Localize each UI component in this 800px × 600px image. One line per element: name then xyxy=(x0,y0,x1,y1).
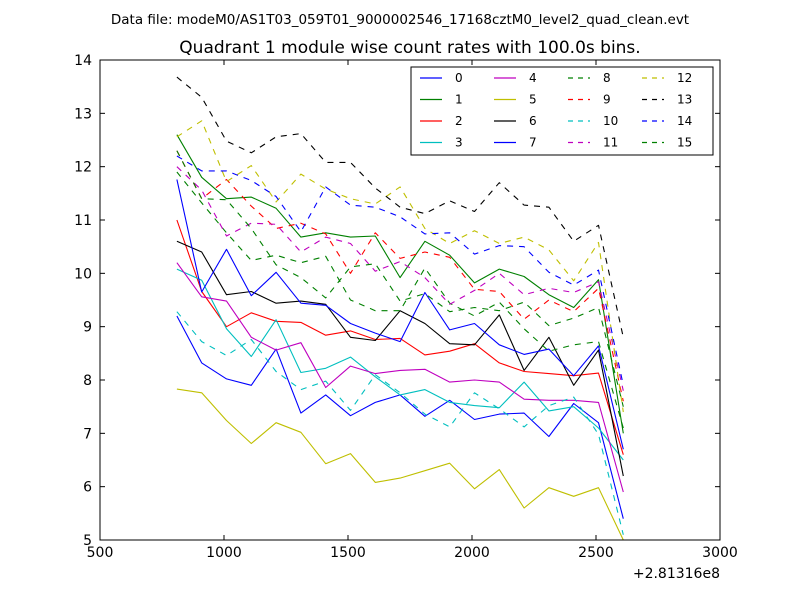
legend-label-6: 6 xyxy=(529,114,537,128)
legend-label-8: 8 xyxy=(603,71,611,85)
series-line-14 xyxy=(176,155,624,386)
series-line-1 xyxy=(176,134,624,434)
x-tick-label: 3000 xyxy=(702,545,738,561)
legend-label-0: 0 xyxy=(455,71,463,85)
y-tick-label: 5 xyxy=(83,533,92,549)
series-line-5 xyxy=(176,388,624,541)
legend-label-12: 12 xyxy=(677,71,692,85)
legend-label-11: 11 xyxy=(603,136,618,150)
y-tick-label: 14 xyxy=(74,53,92,69)
legend-label-5: 5 xyxy=(529,93,537,107)
series-line-15 xyxy=(176,150,624,407)
x-tick-label: 500 xyxy=(87,545,114,561)
y-tick-label: 6 xyxy=(83,480,92,496)
legend-label-10: 10 xyxy=(603,114,618,128)
series-line-10 xyxy=(176,311,624,535)
series-line-13 xyxy=(176,76,624,338)
series-line-0 xyxy=(176,315,624,519)
y-tick-label: 7 xyxy=(83,426,92,442)
legend-label-15: 15 xyxy=(677,136,692,150)
legend-label-2: 2 xyxy=(455,114,463,128)
chart-suptitle: Data file: modeM0/AS1T03_059T01_90000025… xyxy=(111,12,689,28)
y-tick-label: 11 xyxy=(74,213,92,229)
x-tick-label: 2500 xyxy=(578,545,614,561)
x-tick-label: 1500 xyxy=(330,545,366,561)
legend-box xyxy=(410,66,714,156)
legend-label-14: 14 xyxy=(677,114,692,128)
legend-label-13: 13 xyxy=(677,93,692,107)
chart-title: Quadrant 1 module wise count rates with … xyxy=(179,38,640,58)
y-tick-label: 12 xyxy=(74,160,92,176)
y-tick-label: 13 xyxy=(74,106,92,122)
series-line-3 xyxy=(176,268,624,461)
series-line-6 xyxy=(176,240,624,477)
legend-label-9: 9 xyxy=(603,93,611,107)
y-tick-label: 9 xyxy=(83,320,92,336)
y-tick-label: 8 xyxy=(83,373,92,389)
series-line-8 xyxy=(176,171,624,429)
legend-label-4: 4 xyxy=(529,71,537,85)
plot-frame xyxy=(99,59,721,541)
y-tick-label: 10 xyxy=(74,266,92,282)
x-tick-label: 2000 xyxy=(454,545,490,561)
x-offset-label: +2.81316e8 xyxy=(633,566,720,582)
series-line-2 xyxy=(176,219,624,455)
x-tick-label: 1000 xyxy=(206,545,242,561)
series-line-12 xyxy=(176,120,624,413)
legend-label-7: 7 xyxy=(529,136,537,150)
series-line-4 xyxy=(176,262,624,493)
legend-label-3: 3 xyxy=(455,136,463,150)
plot-lines xyxy=(176,76,624,541)
series-line-9 xyxy=(176,150,624,402)
x-axis: 500 1000 1500 2000 2500 3000 xyxy=(87,60,738,561)
legend-label-1: 1 xyxy=(455,93,463,107)
series-line-7 xyxy=(176,179,624,450)
